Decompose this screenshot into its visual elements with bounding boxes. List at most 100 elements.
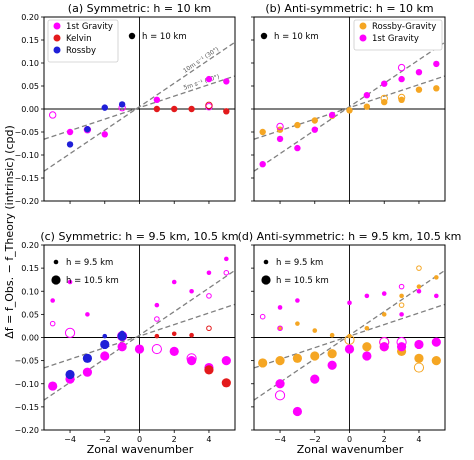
x-axis-title-right: Zonal wavenumber — [297, 443, 404, 456]
data-point — [100, 339, 110, 350]
data-point — [363, 92, 371, 99]
size-legend-label: h = 10 km — [142, 32, 187, 42]
data-point — [277, 305, 283, 310]
data-point — [416, 284, 422, 289]
legend-marker — [53, 22, 61, 30]
data-point — [276, 122, 284, 131]
data-point — [259, 161, 266, 168]
size-legend-label: h = 10 km — [274, 32, 319, 42]
data-point — [434, 293, 439, 299]
data-point — [65, 369, 75, 380]
data-point — [397, 93, 406, 102]
data-point — [205, 75, 213, 83]
data-markers — [259, 60, 440, 168]
legend-label: Kelvin — [66, 34, 92, 44]
data-point — [344, 344, 355, 354]
data-point — [433, 85, 440, 92]
data-point — [171, 279, 177, 285]
x-tick-label: −2 — [309, 435, 321, 444]
legend-label: 1st Gravity — [66, 22, 113, 32]
legend-marker — [53, 34, 61, 42]
panel-title: (c) Symmetric: h = 9.5 km, 10.5 km — [40, 230, 238, 243]
data-point — [398, 302, 405, 308]
size-legend-label: h = 9.5 km — [276, 258, 323, 268]
data-point — [275, 356, 285, 366]
data-point — [169, 346, 179, 356]
data-point — [189, 332, 194, 338]
x-tick-label: −4 — [274, 435, 286, 444]
x-tick-label: 0 — [347, 435, 352, 444]
data-point — [413, 362, 425, 373]
x-tick-label: −4 — [64, 435, 76, 444]
y-axis-title: Δf = f_Obs. − f_Theory (intrinsic) (cpd) — [3, 125, 16, 339]
x-axis-title-left: Zonal wavenumber — [87, 443, 194, 456]
data-point — [433, 60, 440, 68]
data-point — [310, 351, 320, 361]
x-tick-label: 4 — [206, 435, 211, 444]
data-point — [364, 293, 370, 299]
y-tick-label: 0.10 — [21, 287, 39, 296]
data-point — [381, 312, 387, 317]
panel-c: −4 −2 0 2 4 −0.20 −0.15 −0.10 −0.05 0.00 0.05 0.10 0… — [14, 230, 238, 444]
data-point — [380, 94, 388, 103]
x-tick-label: 0 — [137, 435, 142, 444]
x-tick-label: 2 — [172, 435, 177, 444]
y-tick-label: −0.20 — [14, 426, 39, 435]
size-legend-marker — [260, 32, 268, 40]
data-point — [294, 121, 301, 129]
y-tick-label: 0.00 — [21, 334, 39, 343]
data-point — [344, 334, 355, 345]
panel-title: (d) Anti-symmetric: h = 9.5 km, 10.5 km — [238, 230, 462, 243]
data-point — [415, 86, 423, 93]
data-point — [189, 288, 194, 294]
panel-b: (b) Anti-symmetric: h = 10 km Rossby-Grav… — [251, 2, 446, 204]
legend-marker — [359, 22, 367, 30]
data-point — [154, 302, 160, 308]
data-point — [64, 327, 76, 338]
x-tick-label: 2 — [382, 435, 387, 444]
data-point — [277, 325, 283, 331]
data-point — [327, 360, 337, 370]
data-point — [399, 293, 404, 299]
data-point — [275, 379, 285, 389]
data-point — [259, 313, 266, 320]
theory-line-1 — [44, 269, 235, 401]
data-point — [85, 312, 90, 317]
data-point — [295, 298, 300, 303]
data-point — [154, 316, 160, 322]
data-point — [431, 356, 441, 366]
legend-label: Rossby-Gravity — [372, 22, 436, 32]
data-point — [329, 332, 335, 338]
data-point — [399, 312, 404, 317]
data-point — [102, 333, 108, 339]
panel-d: −4 −2 0 2 4 (d) Anti-symmetric: h = 9.5 km, 1… — [238, 230, 462, 444]
theory-line-2 — [44, 303, 235, 369]
theory-line-1 — [254, 41, 445, 172]
data-point — [101, 131, 108, 138]
y-tick-label: 0.20 — [21, 13, 39, 22]
size-legend-label: h = 10.5 km — [276, 276, 329, 286]
theory-lines — [44, 41, 235, 172]
data-point — [311, 126, 318, 133]
x-tick-label: −2 — [99, 435, 111, 444]
data-point — [327, 349, 337, 359]
y-tick-label: 0.20 — [21, 241, 39, 250]
data-point — [66, 128, 74, 136]
size-legend-marker — [51, 275, 61, 285]
data-point — [186, 353, 197, 364]
data-point — [362, 351, 372, 361]
data-point — [188, 105, 195, 113]
y-tick-label: −0.15 — [14, 403, 39, 412]
theory-line-label-1: 10m s⁻¹ (30°) — [182, 46, 220, 75]
data-point — [186, 356, 197, 366]
data-point — [397, 63, 406, 72]
data-point — [117, 342, 127, 352]
data-point — [151, 343, 162, 355]
y-tick-label: −0.05 — [14, 357, 39, 366]
data-point — [206, 325, 212, 332]
theory-line-2 — [44, 75, 235, 140]
data-point — [295, 321, 300, 326]
data-point — [153, 105, 161, 113]
data-point — [101, 104, 108, 111]
